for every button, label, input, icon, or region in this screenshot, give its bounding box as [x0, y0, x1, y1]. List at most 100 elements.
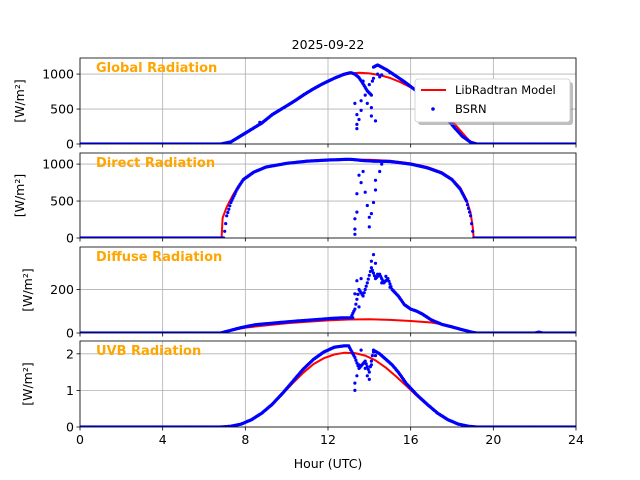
- panel-title: Global Radiation: [96, 61, 217, 76]
- obs-point: [373, 261, 378, 265]
- obs-point: [371, 271, 376, 275]
- y-tick-label: 0: [66, 326, 74, 341]
- obs-point: [258, 120, 262, 124]
- obs-point: [359, 99, 363, 103]
- obs-point: [371, 253, 376, 257]
- obs-point: [228, 204, 232, 208]
- y-tick-label: 2: [66, 346, 74, 361]
- obs-point: [369, 266, 373, 270]
- obs-point: [355, 113, 359, 117]
- obs-point: [363, 190, 367, 194]
- panel-direct: 0 500 1000 [W/m²] Direct Radiation: [12, 152, 577, 246]
- panel-title: Direct Radiation: [96, 156, 215, 171]
- obs-point: [364, 362, 368, 366]
- obs-point: [224, 222, 228, 226]
- y-tick-label: 500: [50, 102, 74, 117]
- obs-point: [359, 348, 363, 352]
- obs-point: [371, 76, 376, 80]
- obs-point: [376, 272, 380, 276]
- obs-point: [361, 169, 365, 174]
- obs-point: [355, 374, 359, 378]
- y-axis-label: [W/m²]: [12, 79, 27, 123]
- plot-area: [80, 63, 576, 144]
- obs-point: [471, 229, 475, 233]
- obs-point: [363, 287, 367, 292]
- obs-point: [353, 232, 357, 236]
- obs-point: [367, 273, 371, 277]
- obs-point: [223, 229, 227, 233]
- obs-point: [359, 277, 363, 281]
- panel-title: UVB Radiation: [96, 344, 201, 359]
- obs-point: [370, 79, 374, 83]
- obs-point: [355, 192, 359, 196]
- obs-point: [373, 188, 378, 192]
- obs-point: [464, 199, 469, 203]
- obs-point: [356, 292, 360, 296]
- obs-point: [364, 284, 368, 288]
- obs-point: [367, 225, 371, 229]
- obs-point: [353, 388, 357, 392]
- obs-point: [357, 173, 361, 177]
- obs-point: [365, 203, 369, 208]
- obs-point: [355, 279, 359, 283]
- obs-point: [376, 72, 380, 76]
- legend-obs-label: BSRN: [455, 102, 487, 116]
- obs-point: [353, 292, 357, 296]
- obs-point: [373, 119, 378, 123]
- obs-point: [353, 381, 357, 385]
- y-tick-label: 0: [66, 420, 74, 435]
- obs-point: [366, 367, 370, 371]
- obs-point: [384, 274, 388, 278]
- obs-point: [388, 71, 392, 75]
- y-tick-label: 500: [50, 194, 74, 209]
- obs-point: [370, 354, 374, 358]
- figure-title: 2025-09-22: [292, 37, 365, 52]
- legend: LibRadtran Model BSRN: [414, 78, 573, 125]
- obs-point: [367, 83, 371, 87]
- obs-point: [387, 279, 391, 283]
- obs-point: [351, 316, 355, 320]
- obs-point: [227, 207, 231, 211]
- obs-point: [355, 361, 359, 365]
- obs-point: [353, 307, 357, 311]
- obs-point: [355, 297, 359, 301]
- obs-point: [353, 101, 357, 105]
- obs-point: [369, 114, 373, 118]
- panel-title: Diffuse Radiation: [96, 250, 222, 265]
- obs-point: [363, 366, 367, 370]
- obs-point: [225, 214, 229, 218]
- obs-point: [353, 227, 357, 231]
- obs-point: [354, 358, 358, 362]
- y-axis-label: [W/m²]: [12, 174, 27, 218]
- obs-point: [226, 210, 230, 215]
- obs-point: [380, 73, 384, 77]
- obs-point: [465, 203, 470, 207]
- obs-point: [354, 302, 358, 306]
- panel-global: 0 500 1000 [W/m²] Global Radiation: [12, 57, 577, 152]
- x-tick-label: 0: [76, 432, 84, 447]
- obs-point: [370, 268, 374, 272]
- obs-point: [365, 374, 369, 378]
- obs-point: [353, 355, 357, 360]
- y-axis-label: [W/m²]: [20, 268, 35, 312]
- obs-point: [469, 214, 473, 218]
- obs-point: [466, 206, 471, 210]
- obs-point: [371, 200, 376, 205]
- obs-point: [359, 181, 363, 185]
- x-tick-label: 24: [568, 432, 584, 447]
- obs-point: [355, 127, 359, 131]
- obs-point: [361, 294, 365, 298]
- x-tick-label: 16: [403, 432, 419, 447]
- obs-point: [369, 93, 373, 97]
- panel-diffuse: 0 200 [W/m²] Diffuse Radiation: [20, 246, 577, 341]
- obs-point: [357, 363, 361, 367]
- obs-point: [365, 101, 369, 105]
- obs-point: [388, 282, 392, 286]
- obs-point: [380, 281, 384, 285]
- obs-point: [363, 93, 367, 97]
- x-tick-label: 8: [241, 432, 249, 447]
- obs-point: [365, 281, 369, 285]
- y-tick-label: 1000: [42, 67, 74, 82]
- y-tick-label: 0: [66, 137, 74, 152]
